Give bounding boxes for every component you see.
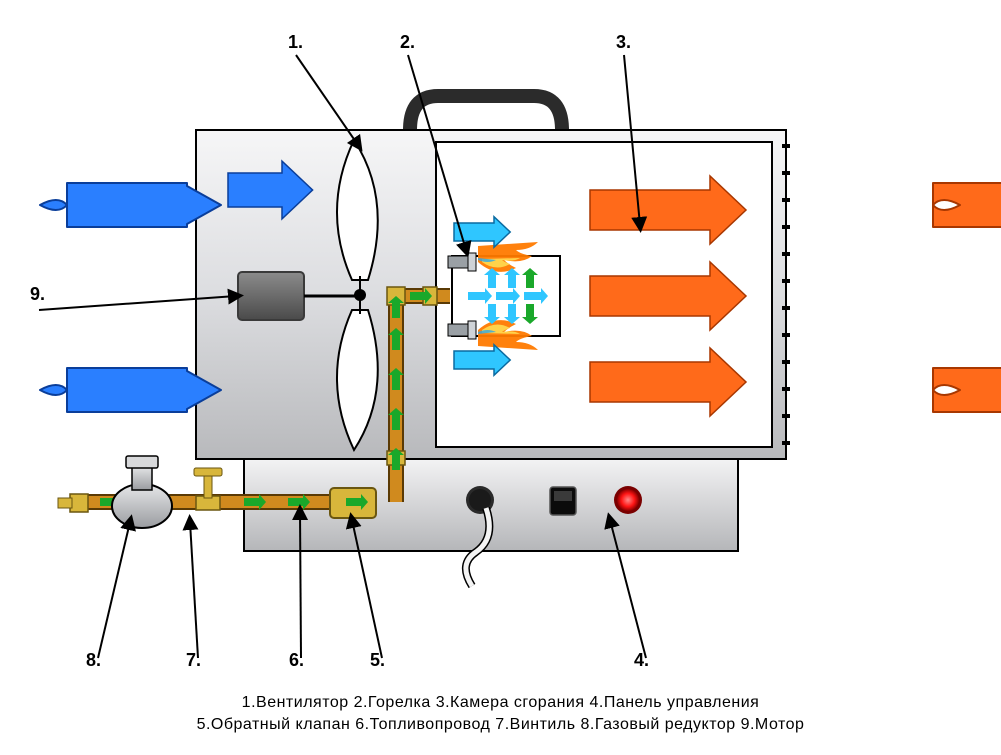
legend-line1: 1.Вентилятор 2.Горелка 3.Камера сгорания… (242, 694, 760, 711)
callout-2: 2. (400, 32, 415, 53)
legend-line2: 5.Обратный клапан 6.Топливопровод 7.Винт… (197, 716, 805, 733)
callout-1: 1. (288, 32, 303, 53)
callout-4: 4. (634, 650, 649, 671)
diagram-svg (0, 0, 1001, 755)
callout-5: 5. (370, 650, 385, 671)
legend: 1.Вентилятор 2.Горелка 3.Камера сгорания… (0, 692, 1001, 737)
diagram-canvas: 1. 2. 3. 4. 5. 6. 7. 8. 9. 1.Вентилятор … (0, 0, 1001, 755)
callout-7: 7. (186, 650, 201, 671)
callout-6: 6. (289, 650, 304, 671)
callout-3: 3. (616, 32, 631, 53)
callout-8: 8. (86, 650, 101, 671)
callout-9: 9. (30, 284, 45, 305)
